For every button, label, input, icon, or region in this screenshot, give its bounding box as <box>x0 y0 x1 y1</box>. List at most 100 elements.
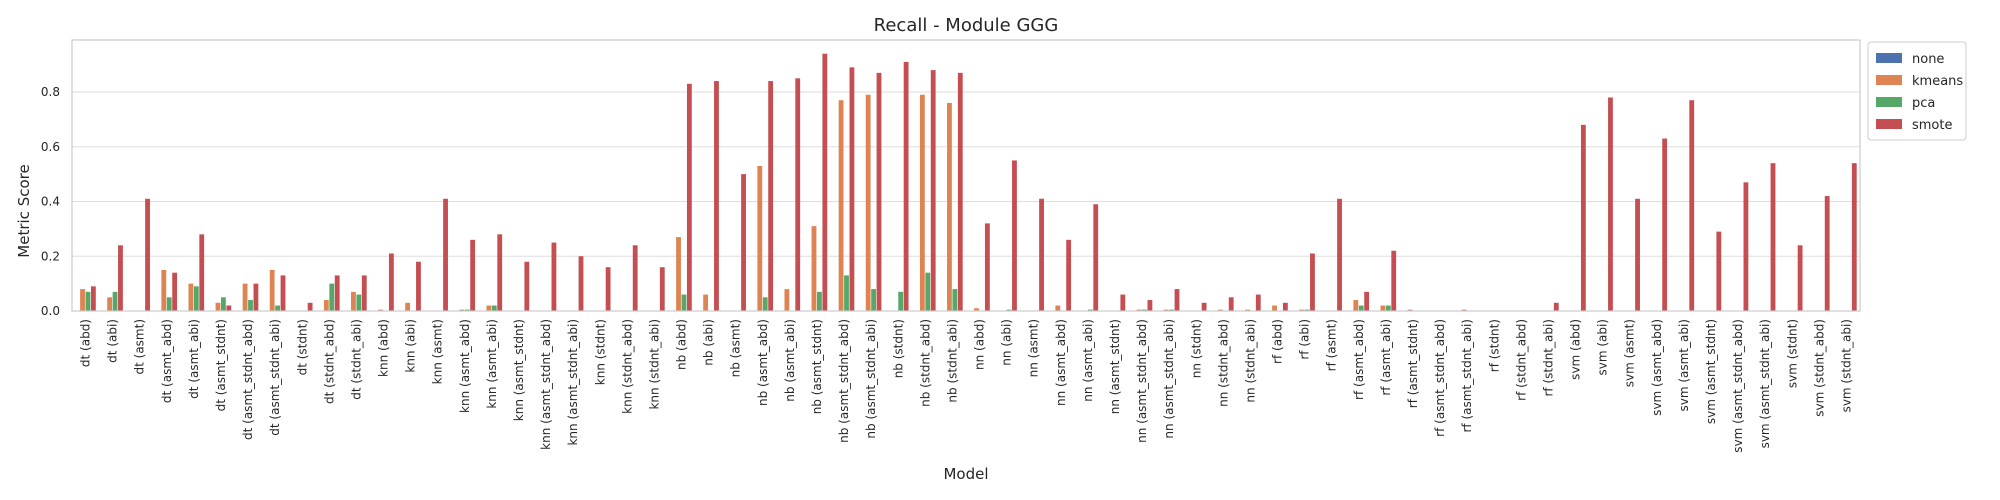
bar-kmeans <box>1055 305 1061 311</box>
x-tick-label: nb (asmt_stdnt_abi) <box>864 319 878 439</box>
x-tick-label: rf (asmt_stdnt_abi) <box>1460 319 1474 433</box>
bar-smote <box>1066 239 1072 311</box>
legend-box <box>1867 41 1967 141</box>
bar-smote <box>1608 97 1613 311</box>
x-tick-label: knn (asmt_abi) <box>485 319 499 409</box>
bar-smote <box>280 275 286 311</box>
x-tick-label: knn (asmt_abd) <box>458 319 472 413</box>
bar-pca <box>464 309 470 311</box>
bar-pca <box>952 289 958 311</box>
x-tick-label: dt (abd) <box>79 319 93 367</box>
bar-kmeans <box>1217 309 1223 311</box>
x-tick-label: svm (stdnt_abd) <box>1812 319 1826 417</box>
bar-smote <box>1310 253 1315 311</box>
chart-title: Recall - Module GGG <box>874 15 1059 36</box>
bar-pca <box>871 289 876 311</box>
x-tick-label: nb (abd) <box>675 319 689 370</box>
bar-kmeans <box>703 294 709 311</box>
bar-pca <box>112 291 118 311</box>
x-tick-label: dt (asmt_stdnt) <box>214 319 228 411</box>
x-tick-label: nb (asmt_stdnt) <box>810 319 824 414</box>
bar-kmeans <box>486 305 492 311</box>
x-tick-label: nb (abi) <box>702 319 716 366</box>
bar-smote <box>145 198 150 311</box>
bar-smote <box>714 81 719 311</box>
x-tick-label: knn (abd) <box>377 319 391 377</box>
bar-pca <box>1169 309 1174 311</box>
bar-pca <box>1142 309 1147 311</box>
legend-label-kmeans: kmeans <box>1912 74 1963 89</box>
bar-kmeans <box>188 283 194 311</box>
bar-smote <box>497 234 503 311</box>
bar-smote <box>984 223 990 311</box>
x-tick-label: rf (asmt) <box>1325 319 1339 371</box>
x-tick-label: knn (asmt) <box>431 319 445 384</box>
bar-smote <box>118 245 123 311</box>
x-tick-label: nb (asmt_abi) <box>783 319 797 402</box>
x-tick-label: nb (stdnt) <box>891 319 905 378</box>
bar-smote <box>361 275 367 311</box>
x-tick-label: svm (asmt_stdnt_abd) <box>1731 319 1745 453</box>
bar-smote <box>90 286 96 311</box>
bar-smote <box>443 198 448 311</box>
bar-smote <box>1797 245 1803 311</box>
bar-smote <box>1201 302 1207 311</box>
bar-smote <box>1228 297 1234 311</box>
x-tick-label: nn (asmt_abi) <box>1081 319 1095 402</box>
bar-pca <box>1304 309 1310 311</box>
bar-kmeans <box>1353 300 1359 311</box>
bar-pca <box>1358 305 1364 311</box>
bar-kmeans <box>811 226 817 311</box>
x-tick-label: svm (abd) <box>1569 319 1583 380</box>
y-axis-ticks: 0.0 0.2 0.4 0.6 0.8 <box>41 85 60 318</box>
legend-swatch-none <box>1876 53 1902 63</box>
x-tick-label: nn (abi) <box>1000 319 1014 366</box>
bar-smote <box>1282 302 1288 311</box>
bar-smote <box>1012 160 1017 311</box>
bar-kmeans <box>676 237 681 311</box>
x-tick-label: nn (asmt_stdnt_abd) <box>1135 319 1149 443</box>
bar-smote <box>1120 294 1126 311</box>
bar-kmeans <box>1163 309 1169 311</box>
bar-smote <box>822 53 828 312</box>
x-axis-label: Model <box>943 465 988 483</box>
legend-swatch-kmeans <box>1876 75 1902 85</box>
bar-smote <box>1689 100 1695 311</box>
bar-smote <box>930 70 936 311</box>
bar-smote <box>1824 196 1830 311</box>
x-tick-label: knn (stdnt_abi) <box>647 319 661 410</box>
bar-pca <box>898 291 904 311</box>
x-tick-label: dt (stdnt_abi) <box>349 319 363 400</box>
x-tick-label: nn (abd) <box>973 319 987 370</box>
bar-kmeans <box>215 302 221 311</box>
bar-smote <box>1147 300 1153 311</box>
bar-kmeans <box>1272 305 1277 311</box>
bar-smote <box>632 245 638 311</box>
legend: none kmeans pca smote <box>1867 41 1967 141</box>
x-tick-label: svm (asmt_abd) <box>1650 319 1664 416</box>
legend-label-smote: smote <box>1912 118 1953 133</box>
x-tick-label: nb (stdnt_abd) <box>918 319 932 407</box>
bar-pca <box>1087 309 1093 311</box>
bar-smote <box>524 261 530 311</box>
x-tick-label: rf (asmt_stdnt_abd) <box>1433 319 1447 437</box>
x-tick-label: knn (asmt_stdnt) <box>512 319 526 421</box>
bar-kmeans <box>1245 309 1250 311</box>
x-tick-label: nn (stdnt_abd) <box>1216 319 1230 407</box>
legend-swatch-smote <box>1876 119 1902 129</box>
x-tick-label: svm (asmt_stdnt_abi) <box>1758 319 1772 448</box>
bar-smote <box>551 242 557 311</box>
x-tick-label: dt (asmt_abi) <box>187 319 201 399</box>
bar-smote <box>334 275 340 311</box>
x-tick-label: svm (stdnt_abi) <box>1839 319 1853 412</box>
bar-smote <box>1337 198 1342 311</box>
bar-smote <box>768 81 774 311</box>
y-tick-label: 0.8 <box>41 85 60 99</box>
x-tick-label: nb (asmt_abd) <box>756 319 770 406</box>
bar-kmeans <box>80 289 85 311</box>
bar-smote <box>1716 231 1722 311</box>
bar-kmeans <box>947 102 952 311</box>
x-tick-label: rf (stdnt) <box>1487 319 1501 372</box>
x-tick-label: rf (stdnt_abi) <box>1541 319 1555 397</box>
